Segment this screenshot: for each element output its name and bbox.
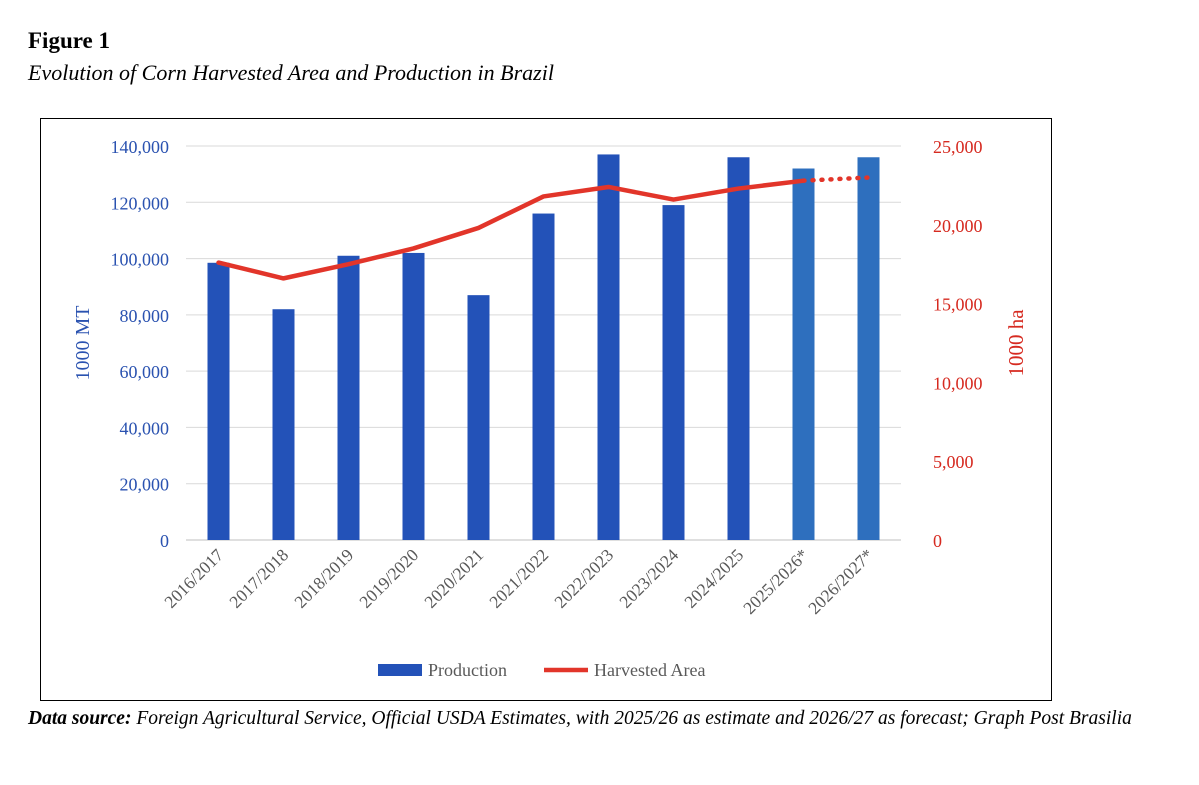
left-tick-label: 80,000 [120,306,170,326]
production-bar [532,213,555,540]
chart-frame: 0 20,000 40,000 60,000 80,000 100,000 120,000 1… [40,118,1052,701]
right-tick-label: 10,000 [933,373,983,393]
right-axis-title: 1000 ha [1004,309,1028,377]
data-source-text: Foreign Agricultural Service, Official U… [136,708,1132,729]
left-tick-label: 100,000 [111,250,170,270]
category-label: 2023/2024 [615,545,682,612]
category-label: 2021/2022 [485,545,552,612]
production-bar [857,157,880,540]
legend-swatch-production [378,664,422,676]
right-tick-label: 15,000 [933,295,983,315]
chart: 0 20,000 40,000 60,000 80,000 100,000 120,000 1… [72,137,1028,680]
left-tick-label: 120,000 [111,193,170,213]
left-tick-label: 40,000 [120,418,170,438]
production-bar [402,252,425,540]
category-label: 2025/2026* [739,545,812,618]
right-tick-label: 20,000 [933,216,983,236]
category-label: 2020/2021 [420,545,487,612]
category-label: 2019/2020 [355,545,422,612]
left-tick-label: 140,000 [111,137,170,157]
category-label: 2016/2017 [160,545,227,612]
production-bar [337,255,360,540]
harvested-area-line [216,178,806,281]
figure-title: Evolution of Corn Harvested Area and Pro… [28,60,554,85]
production-bar [662,205,685,540]
harvested-area-forecast-line [801,175,871,183]
figure-label: Figure 1 [28,28,110,53]
right-tick-label: 5,000 [933,452,974,472]
category-label: 2026/2027* [804,545,877,618]
right-tick-label: 0 [933,531,942,551]
production-bar [597,154,620,540]
category-label: 2018/2019 [290,545,357,612]
production-bar [792,168,815,540]
category-label: 2022/2023 [550,545,617,612]
legend-label-production: Production [428,660,507,680]
left-axis-title: 1000 MT [72,306,94,381]
production-bar [467,295,490,540]
data-source: Data source: Foreign Agricultural Servic… [28,706,1178,732]
production-bar [272,309,295,540]
right-tick-label: 25,000 [933,137,983,157]
left-tick-label: 60,000 [120,362,170,382]
data-source-label: Data source: [28,708,132,729]
left-tick-label: 20,000 [120,475,170,495]
production-bar [207,262,230,540]
left-tick-label: 0 [160,531,169,551]
category-label: 2017/2018 [225,545,292,612]
category-label: 2024/2025 [680,545,747,612]
legend-label-harvested-area: Harvested Area [594,660,705,680]
production-bar [727,157,750,540]
